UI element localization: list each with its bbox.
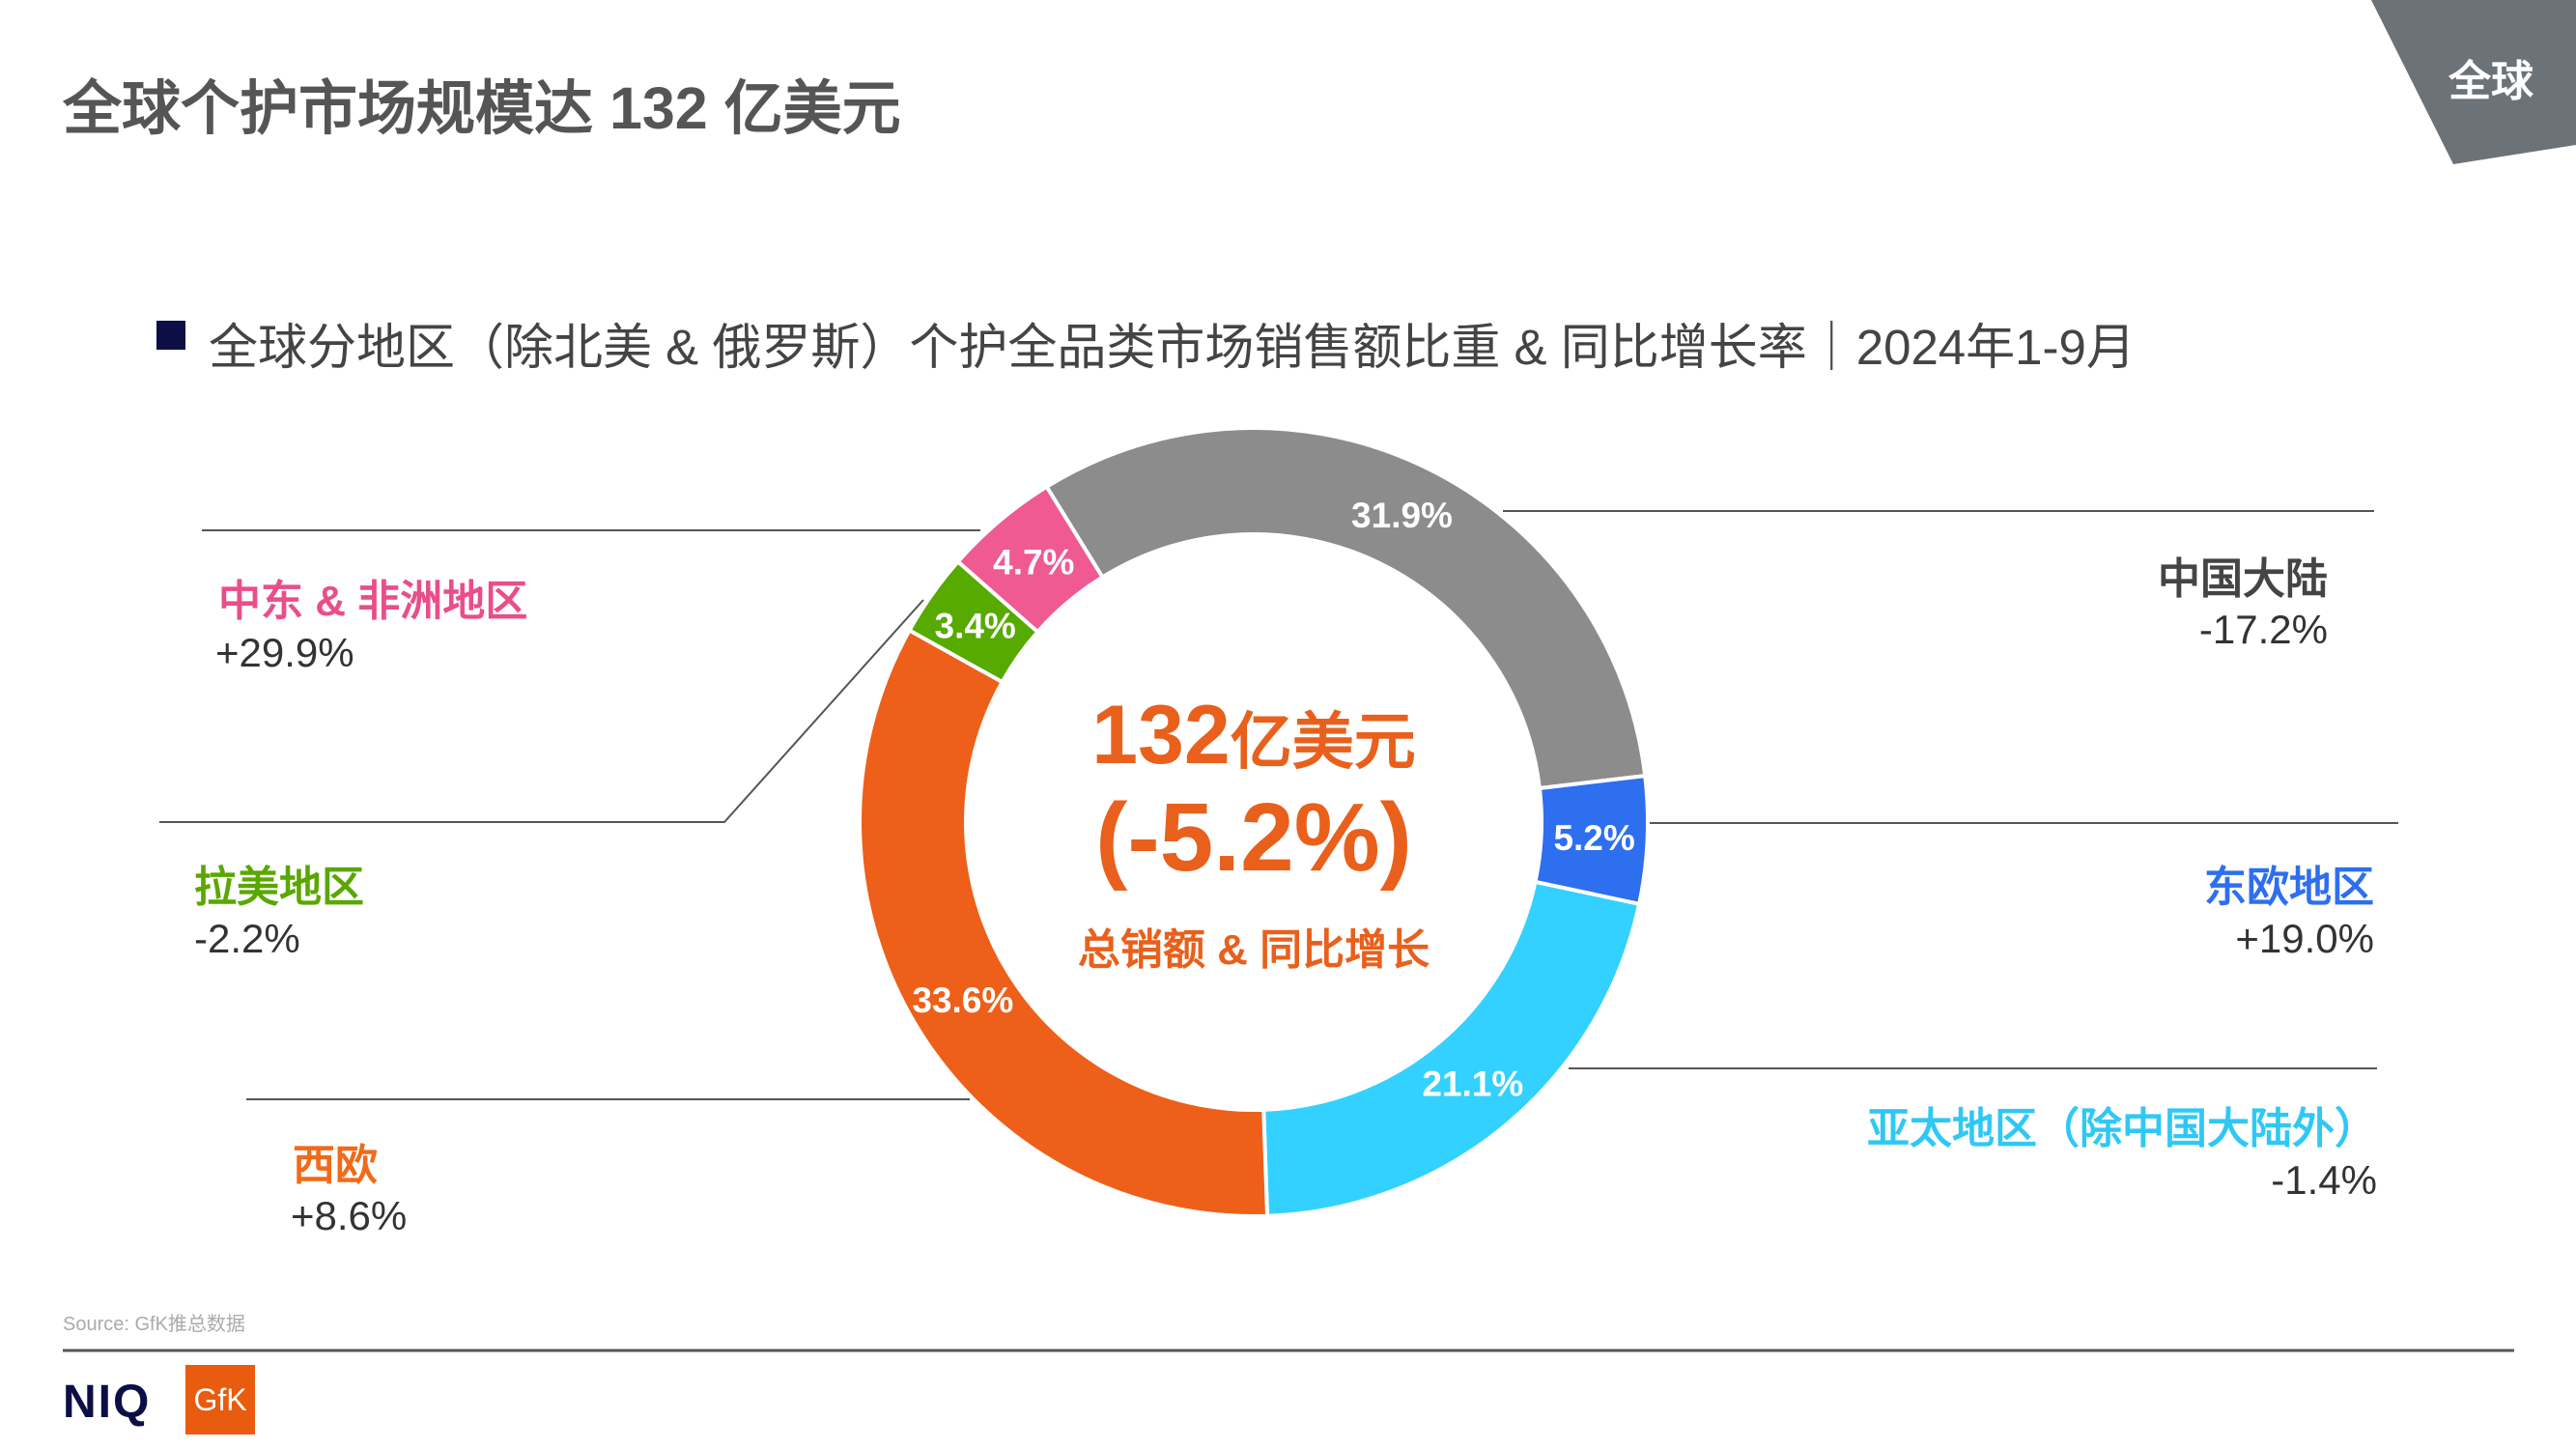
chart-subtitle: 全球分地区（除北美 & 俄罗斯）个护全品类市场销售额比重 & 同比增长率｜202…: [209, 320, 2136, 375]
slice-data-label: 21.1%: [1422, 1064, 1523, 1103]
region-tab-background: [2371, 0, 2576, 164]
growth-latam: -2.2%: [194, 916, 300, 961]
center-growth: (-5.2%): [1095, 783, 1412, 892]
region-label-latam: 拉美地区: [194, 864, 364, 911]
donut-slice: [1261, 879, 1642, 1218]
leader-lines: [159, 510, 2398, 1100]
region-label-china: 中国大陆: [2158, 555, 2328, 603]
region-label-mea: 中东 & 非洲地区: [218, 578, 528, 625]
growth-east-europe: +19.0%: [2235, 916, 2374, 961]
niq-logo: NIQ: [63, 1377, 152, 1428]
center-total-unit: 亿美元: [1230, 707, 1416, 777]
growth-west-europe: +8.6%: [291, 1193, 408, 1238]
bullet-square-icon: [156, 321, 185, 350]
page-title: 全球个护市场规模达 132 亿美元: [63, 75, 901, 141]
growth-mea: +29.9%: [215, 630, 354, 675]
donut-slice: [858, 627, 1270, 1218]
leader-line-latam: [159, 599, 924, 823]
slice-data-label: 33.6%: [912, 980, 1013, 1020]
region-label-east-europe: 东欧地区: [2204, 864, 2374, 911]
region-tab[interactable]: 全球: [2449, 58, 2534, 105]
growth-china: -17.2%: [2198, 607, 2328, 652]
region-label-west-europe: 西欧: [293, 1142, 378, 1189]
growth-apac: -1.4%: [2271, 1157, 2377, 1203]
source-note: Source: GfK推总数据: [63, 1314, 245, 1335]
center-total-value: 132: [1091, 689, 1231, 781]
slice-data-label: 5.2%: [1553, 818, 1634, 858]
donut-slice-labels: 31.9% 5.2% 21.1% 33.6% 3.4% 4.7%: [912, 496, 1634, 1103]
center-caption: 总销额 & 同比增长: [1077, 926, 1430, 974]
slice-data-label: 3.4%: [935, 606, 1016, 645]
center-total: 132亿美元: [1091, 688, 1416, 783]
donut-slices: [858, 426, 1650, 1218]
slice-data-label: 31.9%: [1351, 496, 1453, 535]
donut-slice: [1043, 426, 1648, 791]
gfk-logo: GfK: [185, 1365, 255, 1435]
slice-data-label: 4.7%: [993, 542, 1074, 582]
region-label-apac: 亚太地区（除中国大陆外）: [1867, 1105, 2377, 1152]
donut-slice: [954, 484, 1106, 635]
